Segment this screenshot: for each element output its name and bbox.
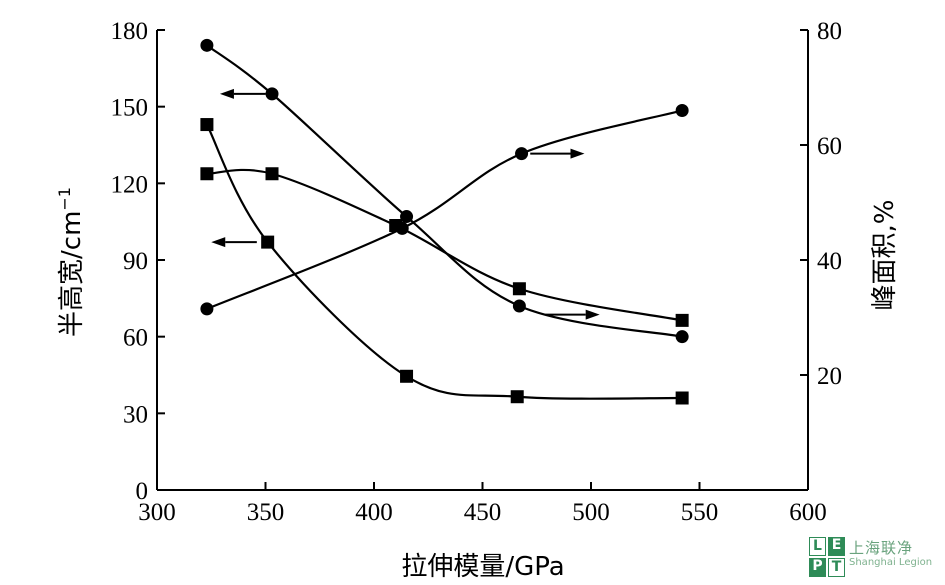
y-tick-label: 150 [111,95,149,122]
markers [200,38,689,405]
watermark-logo: L E P T [809,537,845,577]
watermark-logo-cell: P [809,558,826,577]
x-tick-label: 300 [138,499,176,526]
series-4-point [512,282,526,296]
y-tick-label: 0 [136,478,149,505]
series-2-point [261,235,275,249]
y-tick-label: 180 [111,18,149,45]
x-tick-label: 550 [681,499,719,526]
y-axis-title: 半高宽/cm−1 [55,187,87,337]
y2-tick-label: 20 [817,363,842,390]
series-4-point [389,219,403,232]
watermark-text: 上海联净 [849,539,914,557]
x-axis-title: 拉伸模量/GPa [401,552,564,582]
x-tick-label: 500 [572,499,610,526]
series-3-point [515,147,529,161]
x-tick-label: 450 [464,499,502,526]
x-tick-label: 350 [247,499,285,526]
y2-axis-title: 峰面积,% [870,200,900,311]
series-4-point [265,167,279,181]
arrows [211,88,600,320]
y2-tick-label: 80 [817,18,842,45]
series-2-line [205,124,683,400]
y-axis-title-main: 半高宽/cm [57,211,87,337]
series-4-line [206,168,683,322]
axis-titles: 拉伸模量/GPa 半高宽/cm−1 峰面积,% [55,187,900,582]
ticks: 300 350 400 450 500 550 600 0 30 60 90 120 150 180 20 4… [111,18,843,526]
watermark-subtext: Shanghai Legion [849,557,933,568]
x-tick-label: 600 [789,499,827,526]
series-3-point [675,104,689,117]
y-tick-label: 120 [111,171,149,198]
series-4-point [200,167,214,181]
y2-tick-label: 60 [817,133,842,160]
series-4-point [675,313,689,327]
series-1-line [206,44,683,338]
series-2-point [400,369,414,383]
series-1-point [200,38,214,52]
series-3-line [206,109,683,310]
watermark-logo-cell: E [828,537,845,556]
series-1-point [512,299,526,313]
y-tick-label: 90 [123,248,148,275]
arrow-right-head [585,309,600,320]
arrow-right-head [570,148,585,159]
series-1-point [400,210,414,224]
watermark: L E P T 上海联净 Shanghai Legion [809,537,937,577]
arrow-left-head [219,88,234,99]
series-2-point [675,391,689,405]
x-tick-label: 400 [355,499,393,526]
y-axis-title-sup: −1 [55,187,74,211]
curves [205,44,683,400]
y2-tick-label: 40 [817,248,842,275]
y-tick-label: 60 [123,325,148,352]
series-1-point [675,330,689,344]
series-3-point [200,302,214,316]
watermark-logo-cell: T [828,558,845,577]
watermark-logo-cell: L [809,537,826,556]
arrow-left-head [211,237,226,248]
y-tick-label: 30 [123,401,148,428]
series-1-point [265,87,279,101]
axes [156,30,809,491]
series-2-point [200,118,214,132]
series-2-point [510,390,524,404]
